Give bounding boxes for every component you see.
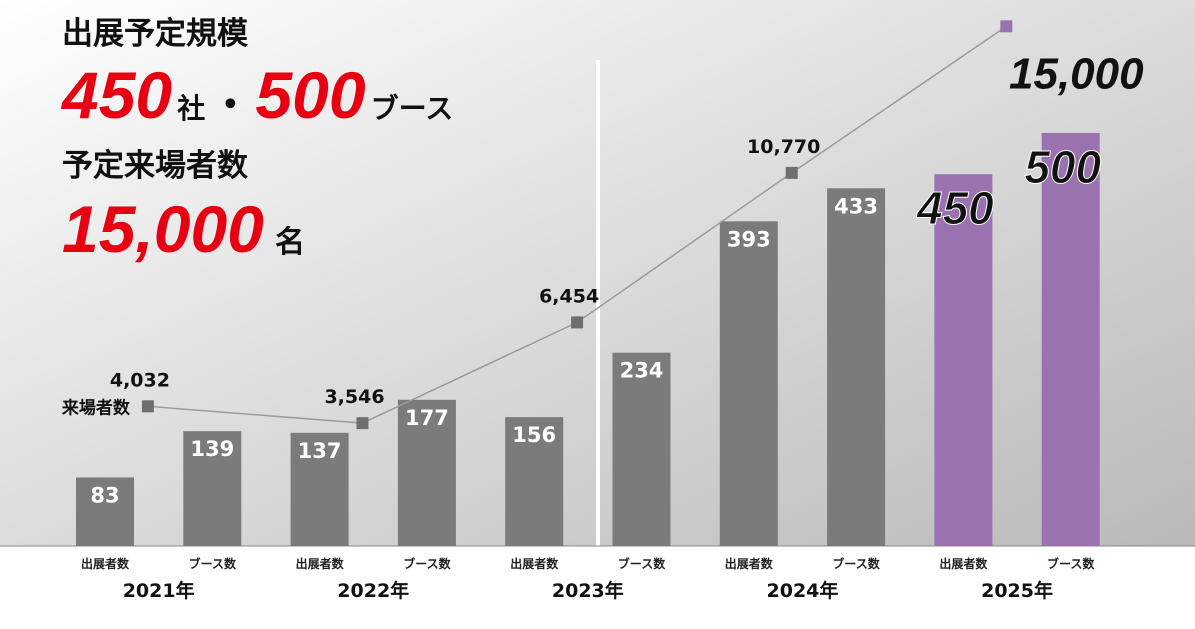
group-label: 2021年 xyxy=(123,579,195,602)
x-tick-label: 出展者数 xyxy=(81,556,130,571)
visitor-count: 15,000 xyxy=(62,192,264,266)
visitor-value-label: 15,000 xyxy=(1009,49,1144,98)
x-tick-label: ブース数 xyxy=(403,556,451,571)
visitors-title: 予定来場者数 xyxy=(62,148,248,184)
visitor-marker xyxy=(356,417,369,430)
group-label: 2023年 xyxy=(552,579,624,602)
header-title: 出展予定規模 xyxy=(62,16,248,52)
visitor-marker xyxy=(571,316,584,329)
bar-value-label: 139 xyxy=(190,437,234,461)
bar xyxy=(76,477,134,546)
line-series-label: 来場者数 xyxy=(61,397,131,418)
x-tick-label: ブース数 xyxy=(1047,556,1095,571)
bar xyxy=(290,432,349,546)
bar xyxy=(827,188,886,546)
group-label: 2022年 xyxy=(337,579,409,602)
bar-value-label: 433 xyxy=(834,194,878,218)
group-label: 2025年 xyxy=(981,579,1053,602)
x-tick-label: 出展者数 xyxy=(725,556,774,571)
booth-unit: ブース xyxy=(371,92,454,125)
header-scale: 450 社 ・ 500 ブース xyxy=(60,58,453,132)
bar xyxy=(612,352,671,546)
visitor-value-label: 3,546 xyxy=(324,386,384,408)
visitor-marker xyxy=(141,400,154,413)
visitor-value-label: 4,032 xyxy=(110,369,170,391)
bar-value-label: 137 xyxy=(298,439,342,463)
bar xyxy=(934,174,993,546)
group-label: 2024年 xyxy=(767,579,839,602)
bar-value-label: 393 xyxy=(727,227,771,251)
separator: ・ xyxy=(210,82,250,128)
visitor-value-label: 6,454 xyxy=(539,285,599,307)
booth-count: 500 xyxy=(255,58,365,132)
visitor-marker xyxy=(1000,20,1013,33)
header-visitors: 15,000 名 xyxy=(62,192,305,266)
x-tick-label: 出展者数 xyxy=(510,556,559,571)
bar xyxy=(183,431,242,546)
visitor-unit: 名 xyxy=(275,225,305,260)
bar-value-label: 234 xyxy=(620,359,664,383)
bar-value-label: 83 xyxy=(90,483,119,507)
photo-seam xyxy=(596,60,600,546)
bar xyxy=(397,399,456,546)
x-tick-label: ブース数 xyxy=(832,556,880,571)
x-tick-label: ブース数 xyxy=(189,556,237,571)
bar-value-label: 177 xyxy=(405,406,449,430)
bar xyxy=(719,221,778,546)
bar xyxy=(505,417,564,546)
bar-value-label: 156 xyxy=(512,423,556,447)
visitor-marker xyxy=(785,166,798,179)
x-tick-label: ブース数 xyxy=(618,556,666,571)
bar-value-label: 500 xyxy=(1024,141,1101,193)
exhibitor-count: 450 xyxy=(60,58,172,132)
x-tick-label: 出展者数 xyxy=(939,556,988,571)
bar-value-label: 450 xyxy=(916,182,994,234)
x-tick-label: 出展者数 xyxy=(296,556,345,571)
bar xyxy=(1041,132,1100,546)
exhibitor-unit: 社 xyxy=(177,92,205,125)
visitor-value-label: 10,770 xyxy=(747,136,820,158)
